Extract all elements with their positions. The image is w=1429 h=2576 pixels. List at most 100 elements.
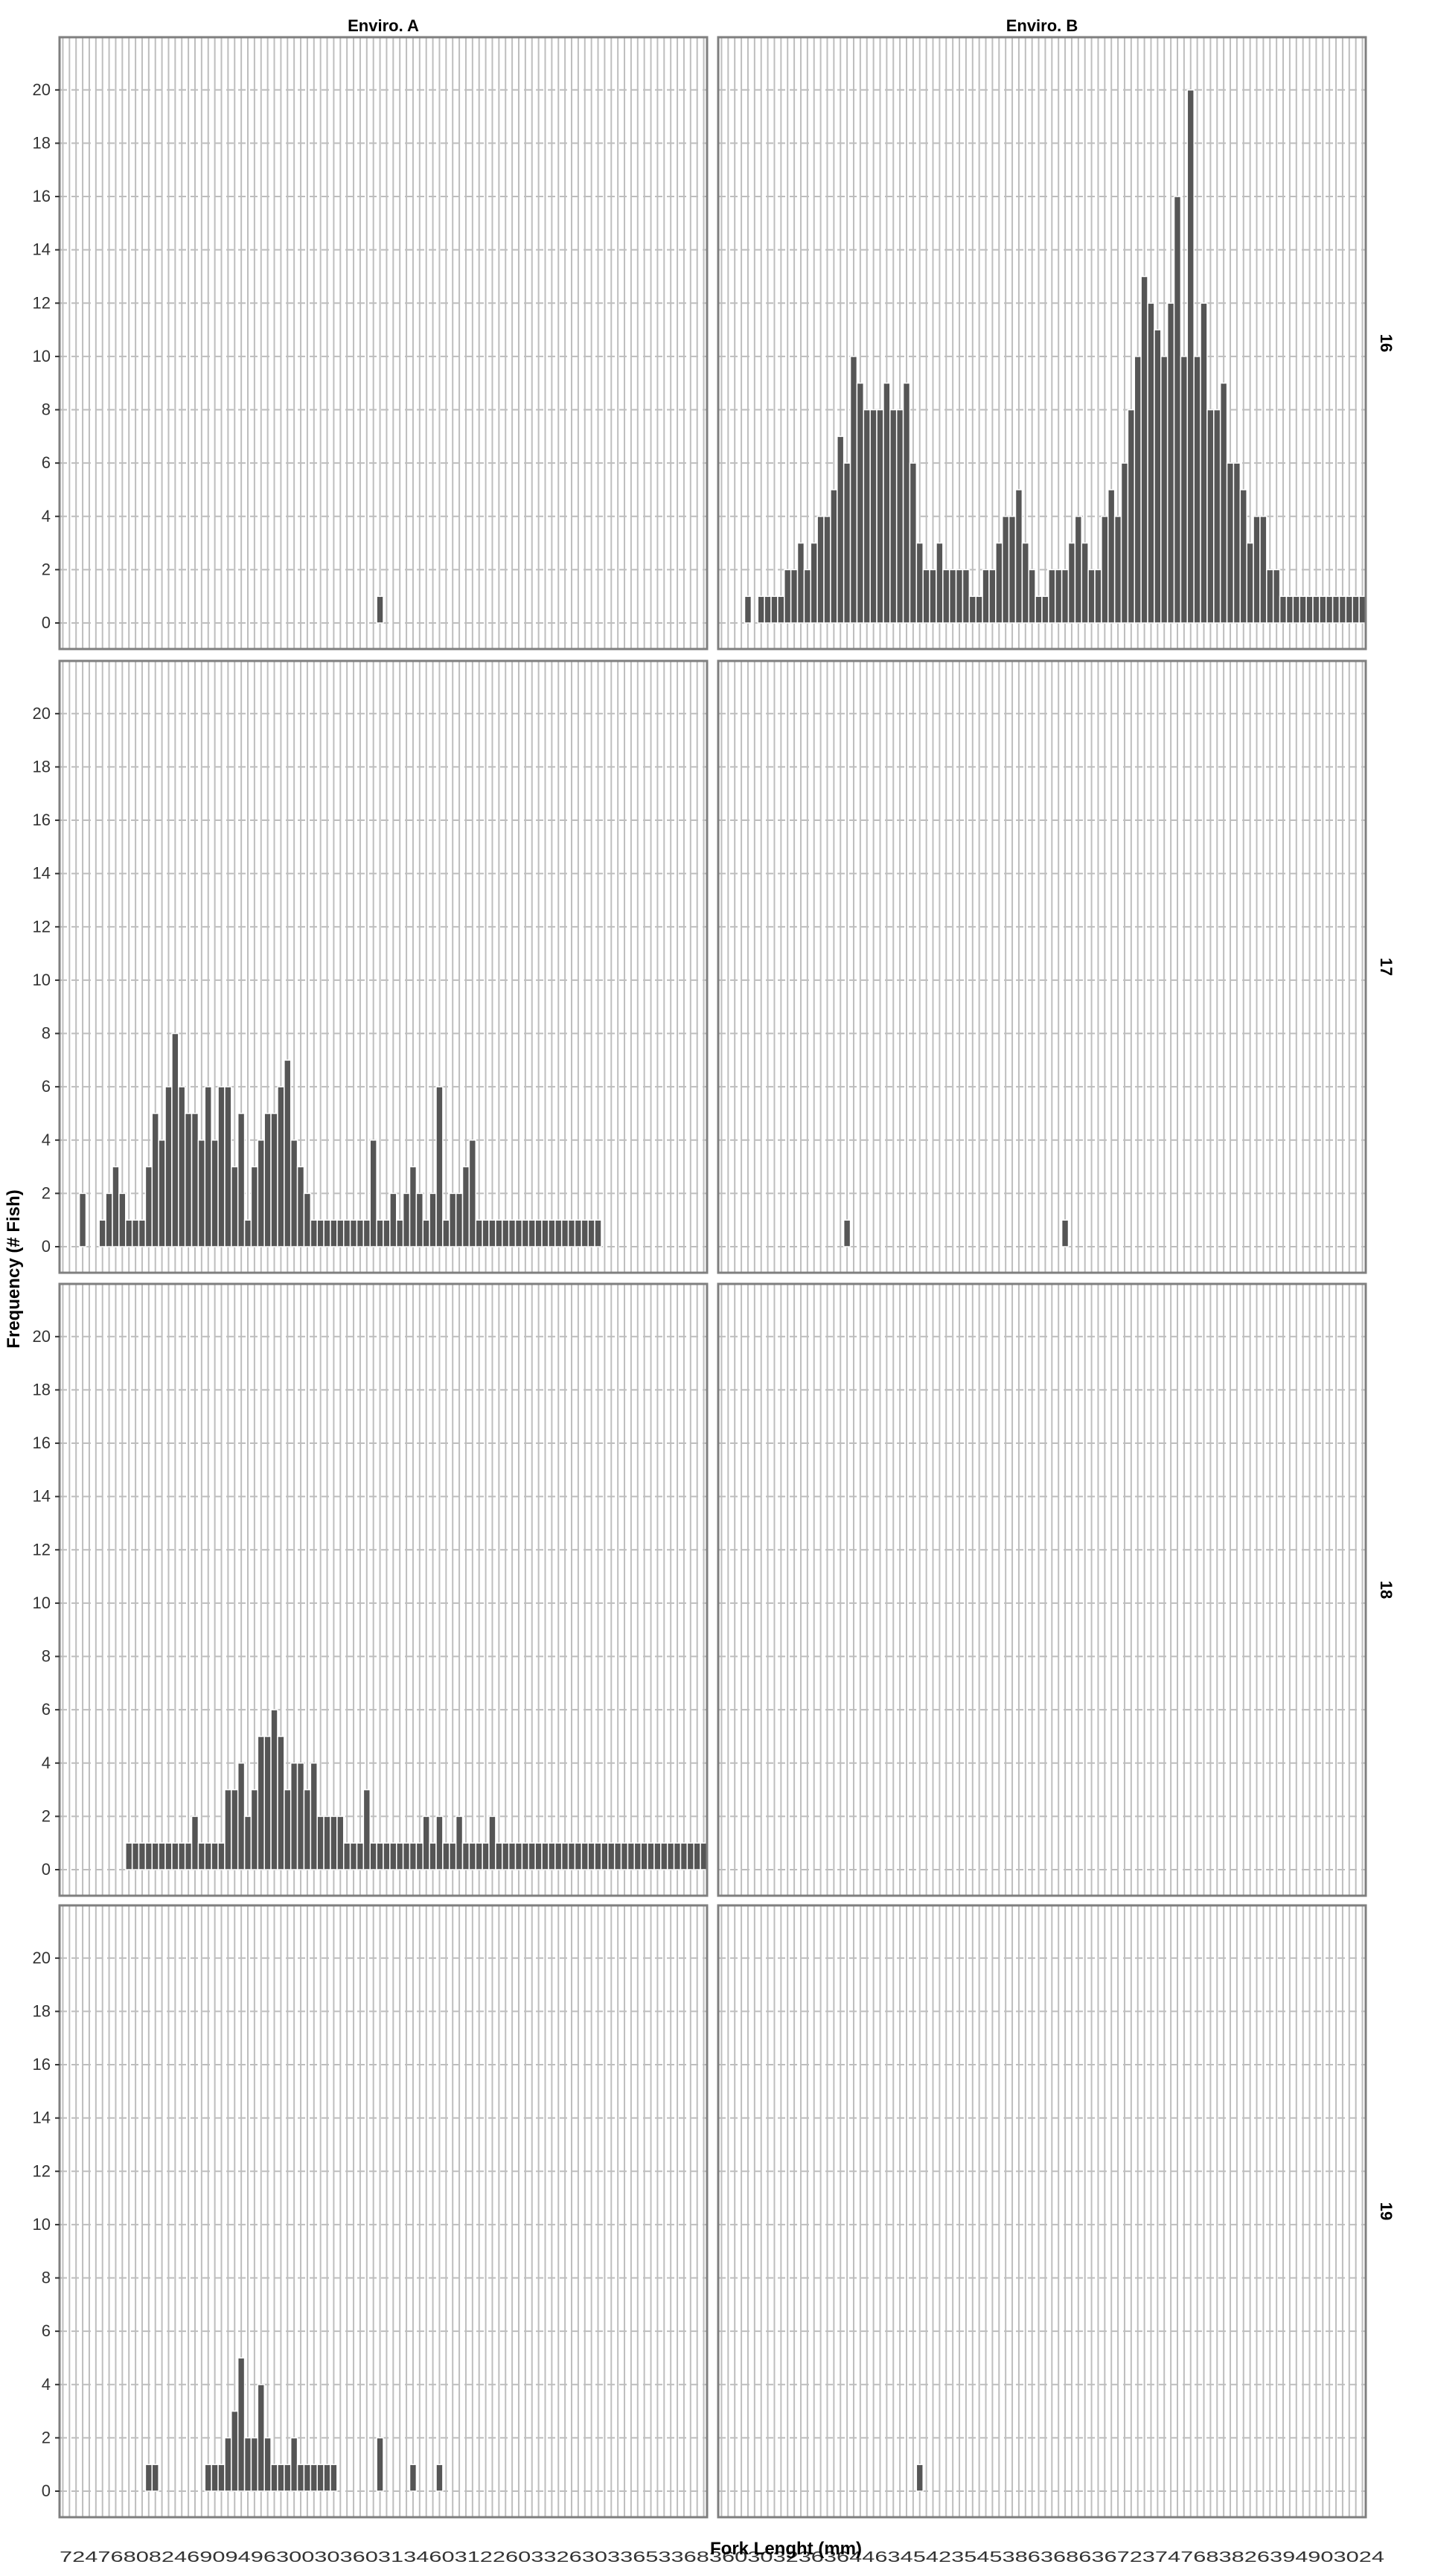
- bar: [349, 1219, 358, 1247]
- panel-border: [58, 1904, 709, 2519]
- bar: [296, 1762, 305, 1870]
- bar: [204, 1086, 212, 1247]
- bar: [131, 1219, 140, 1247]
- bar: [830, 489, 838, 624]
- y-tick-label: 12: [33, 917, 51, 936]
- bar: [303, 2464, 312, 2492]
- bar: [78, 1192, 87, 1247]
- bar: [144, 1166, 153, 1247]
- bar: [1272, 569, 1281, 624]
- bar: [1206, 409, 1215, 624]
- bar: [1154, 329, 1162, 624]
- bar: [396, 1219, 404, 1247]
- y-tick-label: 12: [33, 1540, 51, 1559]
- bar: [876, 409, 884, 624]
- bar: [224, 2437, 232, 2492]
- y-tick-label: 20: [33, 80, 51, 99]
- y-axis-title: Frequency (# Fish): [4, 1189, 24, 1348]
- bar: [376, 2437, 384, 2492]
- bar: [231, 1166, 239, 1247]
- bar: [1233, 462, 1241, 624]
- bar: [889, 409, 898, 624]
- bar: [1345, 595, 1353, 624]
- bar: [296, 1166, 305, 1247]
- y-tick-label: 6: [42, 453, 51, 472]
- bar: [508, 1842, 517, 1870]
- y-tick-label: 14: [33, 864, 51, 883]
- bar: [243, 1815, 252, 1870]
- y-tick-label: 20: [33, 704, 51, 723]
- bar: [1074, 516, 1083, 624]
- bar: [449, 1842, 457, 1870]
- bar: [1147, 302, 1155, 624]
- bar: [594, 1842, 602, 1870]
- bar: [1101, 516, 1109, 624]
- bar: [482, 1842, 490, 1870]
- bar: [257, 2384, 265, 2492]
- bar: [1193, 356, 1201, 624]
- bar: [376, 595, 384, 624]
- bar: [1094, 569, 1102, 624]
- bar: [514, 1219, 523, 1247]
- bar: [277, 1736, 285, 1870]
- bar: [323, 1219, 331, 1247]
- y-tick-label: 2: [42, 1806, 51, 1825]
- bar: [415, 1842, 424, 1870]
- bar: [863, 409, 871, 624]
- bar: [415, 1192, 424, 1247]
- bar: [389, 1842, 397, 1870]
- bar: [1200, 302, 1208, 624]
- bar: [336, 1815, 345, 1870]
- panel-17-enviroa: 0 2 4 6 8 10 12 14 16 18 20: [33, 659, 709, 1274]
- y-tick-label: 20: [33, 1327, 51, 1346]
- bar: [376, 1219, 384, 1247]
- bar: [455, 1815, 464, 1870]
- bar: [455, 1192, 464, 1247]
- bar: [1048, 569, 1056, 624]
- bar: [757, 595, 765, 624]
- bar: [342, 1842, 351, 1870]
- y-tick-label: 10: [33, 2215, 51, 2234]
- bar: [422, 1219, 430, 1247]
- bar: [587, 1219, 595, 1247]
- bar: [948, 569, 957, 624]
- bar: [640, 1842, 648, 1870]
- bar: [125, 1842, 133, 1870]
- bar: [442, 1219, 450, 1247]
- y-tick-label: 8: [42, 400, 51, 419]
- bar: [376, 1842, 384, 1870]
- bar: [197, 1842, 206, 1870]
- panel-18-enviroa: 0 2 4 6 8 10 12 14 16 18 20: [33, 1282, 709, 1897]
- bar: [1246, 542, 1254, 624]
- y-tick-label: 2: [42, 2428, 51, 2446]
- bar: [587, 1842, 595, 1870]
- bar: [277, 1086, 285, 1247]
- bar: [257, 1736, 265, 1870]
- bar: [1292, 595, 1300, 624]
- bar: [488, 1815, 496, 1870]
- y-tick-label: 12: [33, 293, 51, 312]
- bar: [764, 595, 772, 624]
- bar: [217, 1086, 226, 1247]
- bar: [435, 1086, 444, 1247]
- bar: [138, 1842, 147, 1870]
- y-tick-label: 14: [33, 1487, 51, 1506]
- bar: [323, 1815, 331, 1870]
- bar: [224, 1086, 232, 1247]
- bar: [495, 1219, 503, 1247]
- bar: [184, 1113, 193, 1247]
- bar: [171, 1842, 179, 1870]
- bar: [178, 1086, 186, 1247]
- bar: [1035, 595, 1043, 624]
- x-axis-tick-labels: 7247680824690949630030360313460312260332…: [60, 2549, 1384, 2566]
- bar: [660, 1842, 668, 1870]
- bar: [915, 542, 924, 624]
- bar: [1305, 595, 1314, 624]
- bar: [1180, 356, 1189, 624]
- y-tick-label: 2: [42, 1183, 51, 1202]
- bar: [902, 382, 911, 624]
- panel-16-envirob: [717, 36, 1367, 651]
- bar: [429, 1192, 437, 1247]
- bar: [810, 542, 818, 624]
